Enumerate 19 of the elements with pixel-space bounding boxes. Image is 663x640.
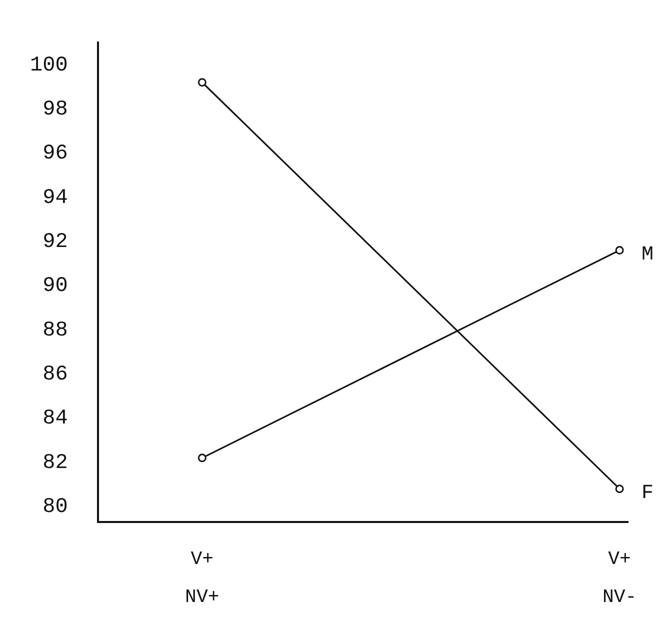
point <box>198 454 206 462</box>
y-tick-label: 84 <box>42 408 68 431</box>
x-tick-label: V+ NV- <box>602 548 637 608</box>
x-tick-label: V+ NV+ <box>185 548 220 608</box>
series-label: M <box>642 244 654 267</box>
series-label: F <box>642 482 654 506</box>
y-tick-label: 100 <box>30 54 68 78</box>
y-tick-label: 90 <box>42 275 68 298</box>
point <box>198 78 206 87</box>
y-tick-label: 94 <box>42 186 68 210</box>
y-tick-label: 82 <box>42 452 68 475</box>
y-tick-label: 92 <box>42 230 68 254</box>
y-tick-label: 80 <box>42 496 68 520</box>
y-tick-label: 96 <box>42 142 68 166</box>
y-tick-label: 98 <box>42 98 68 122</box>
y-tick-label: 86 <box>42 364 68 387</box>
y-tick-label: 88 <box>42 319 68 342</box>
point <box>615 246 624 255</box>
point <box>615 484 624 494</box>
